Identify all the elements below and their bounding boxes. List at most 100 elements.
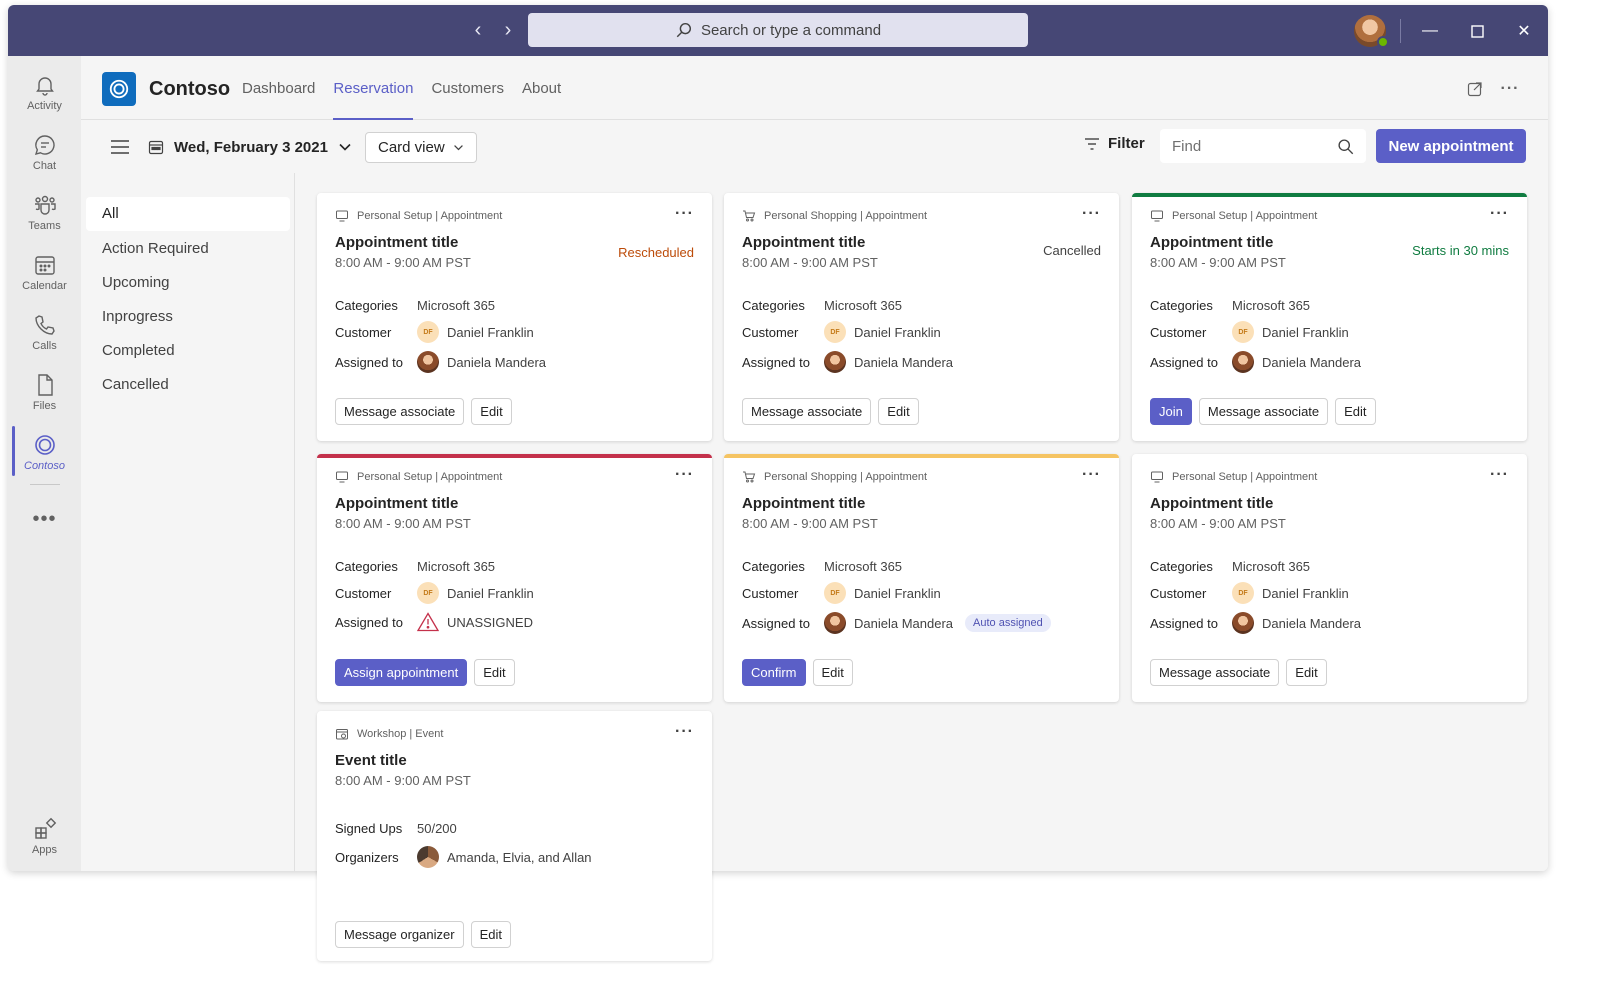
edit-button[interactable]: Edit [1335, 398, 1376, 425]
hamburger-menu-icon[interactable] [109, 136, 131, 158]
file-icon [37, 373, 53, 396]
search-icon[interactable] [1337, 138, 1354, 155]
message-organizer-button[interactable]: Message organizer [335, 921, 464, 948]
confirm-button[interactable]: Confirm [742, 659, 806, 686]
rail-item-apps[interactable]: Apps [8, 808, 81, 864]
customer-label: Customer [1150, 324, 1207, 340]
appointment-card[interactable]: Personal Setup | Appointment ··· Appoint… [317, 454, 712, 702]
tab-reservation[interactable]: Reservation [333, 56, 414, 120]
assigned-label: Assigned to [335, 354, 403, 370]
card-more-icon[interactable]: ··· [675, 466, 694, 483]
organizers-avatar [417, 846, 439, 868]
rail-item-teams[interactable]: Teams [8, 184, 81, 240]
customer-name[interactable]: Daniel Franklin [447, 324, 534, 340]
rail-item-activity[interactable]: Activity [8, 64, 81, 120]
edit-button[interactable]: Edit [812, 659, 853, 686]
card-actions: Confirm Edit [742, 659, 853, 686]
edit-button[interactable]: Edit [474, 659, 515, 686]
card-more-icon[interactable]: ··· [1082, 466, 1101, 483]
warning-icon [417, 612, 439, 632]
signed-ups-value: 50/200 [417, 821, 457, 836]
more-options-icon[interactable]: ··· [1500, 80, 1520, 97]
edit-button[interactable]: Edit [1286, 659, 1327, 686]
close-icon[interactable]: ✕ [1517, 23, 1531, 40]
message-associate-button[interactable]: Message associate [1150, 659, 1280, 686]
filter-inprogress[interactable]: Inprogress [102, 308, 173, 325]
filter-completed[interactable]: Completed [102, 342, 175, 359]
new-appointment-button[interactable]: New appointment [1376, 129, 1526, 163]
card-actions: Message associate Edit [335, 398, 512, 425]
maximize-icon[interactable] [1463, 17, 1491, 45]
edit-button[interactable]: Edit [471, 398, 512, 425]
filter-cancelled[interactable]: Cancelled [102, 376, 169, 393]
customer-row: Customer DF Daniel Franklin [335, 582, 534, 604]
join-button[interactable]: Join [1150, 398, 1192, 425]
rail-item-calendar[interactable]: Calendar [8, 244, 81, 300]
organizers-names[interactable]: Amanda, Elvia, and Allan [447, 849, 592, 865]
category-value: Microsoft 365 [824, 298, 903, 313]
appointment-card[interactable]: Personal Setup | Appointment ··· Appoint… [1132, 193, 1527, 441]
categories-row: Categories Microsoft 365 [1150, 559, 1310, 574]
app-header: Contoso Dashboard Reservation Customers … [81, 56, 1548, 120]
chevron-down-icon [339, 143, 351, 151]
appointment-card[interactable]: Personal Setup | Appointment ··· Appoint… [1132, 454, 1527, 702]
customer-name[interactable]: Daniel Franklin [447, 585, 534, 601]
card-more-icon[interactable]: ··· [1082, 205, 1101, 222]
customer-name[interactable]: Daniel Franklin [854, 324, 941, 340]
workshop-icon [336, 729, 348, 740]
card-more-icon[interactable]: ··· [1490, 466, 1509, 483]
appointment-card[interactable]: Personal Shopping | Appointment ··· Appo… [724, 193, 1119, 441]
assignee-name[interactable]: Daniela Mandera [1262, 615, 1362, 631]
tab-customers[interactable]: Customers [431, 80, 504, 97]
date-picker[interactable]: Wed, February 3 2021 [148, 133, 352, 161]
rail-item-chat[interactable]: Chat [8, 124, 81, 180]
message-associate-button[interactable]: Message associate [742, 398, 872, 425]
assignee-name[interactable]: Daniela Mandera [447, 354, 547, 370]
edit-button[interactable]: Edit [878, 398, 919, 425]
assign-appointment-button[interactable]: Assign appointment [335, 659, 468, 686]
filter-upcoming[interactable]: Upcoming [102, 274, 170, 291]
assignee-name[interactable]: Daniela Mandera [854, 615, 954, 631]
categories-row: Categories Microsoft 365 [335, 298, 495, 313]
more-apps-icon[interactable]: ••• [32, 508, 57, 530]
rail-label: Files [32, 399, 57, 412]
event-card[interactable]: Workshop | Event ··· Event title 8:00 AM… [317, 711, 712, 961]
view-select[interactable]: Card view [365, 132, 477, 163]
message-associate-button[interactable]: Message associate [1198, 398, 1329, 425]
appointment-card[interactable]: Personal Shopping | Appointment ··· Appo… [724, 454, 1119, 702]
assignee-name[interactable]: Daniela Mandera [1262, 354, 1362, 370]
assignee-name[interactable]: Daniela Mandera [854, 354, 954, 370]
message-associate-button[interactable]: Message associate [335, 398, 465, 425]
tab-about[interactable]: About [521, 80, 562, 97]
filter-button[interactable]: Filter [1084, 135, 1145, 152]
card-more-icon[interactable]: ··· [1490, 205, 1509, 222]
categories-label: Categories [1150, 298, 1213, 313]
customer-name[interactable]: Daniel Franklin [1262, 324, 1349, 340]
card-more-icon[interactable]: ··· [675, 205, 694, 222]
edit-button[interactable]: Edit [470, 921, 511, 948]
card-more-icon[interactable]: ··· [675, 723, 694, 740]
command-search-bar[interactable]: Search or type a command [528, 13, 1028, 47]
card-type: Workshop | Event [335, 727, 443, 741]
forward-arrow-icon[interactable]: › [504, 19, 512, 41]
filter-all[interactable]: All [86, 197, 290, 231]
customer-name[interactable]: Daniel Franklin [1262, 585, 1349, 601]
customer-avatar: DF [417, 582, 439, 604]
appointment-card[interactable]: Personal Setup | Appointment ··· Appoint… [317, 193, 712, 441]
minimize-icon[interactable]: — [1422, 22, 1438, 39]
calendar-icon [148, 140, 164, 155]
card-actions: Join Message associate Edit [1150, 398, 1376, 425]
tab-dashboard[interactable]: Dashboard [242, 80, 316, 97]
pop-out-icon[interactable] [1464, 78, 1486, 100]
rail-item-contoso[interactable]: Contoso [8, 424, 81, 480]
monitor-icon [336, 210, 348, 222]
card-time: 8:00 AM - 9:00 AM PST [335, 516, 471, 531]
back-arrow-icon[interactable]: ‹ [474, 19, 482, 41]
customer-name[interactable]: Daniel Franklin [854, 585, 941, 601]
customer-label: Customer [335, 585, 392, 601]
rail-item-calls[interactable]: Calls [8, 304, 81, 360]
find-input[interactable] [1172, 137, 1322, 155]
filter-action-required[interactable]: Action Required [102, 240, 209, 257]
shopping-cart-icon [743, 471, 756, 483]
rail-item-files[interactable]: Files [8, 364, 81, 420]
